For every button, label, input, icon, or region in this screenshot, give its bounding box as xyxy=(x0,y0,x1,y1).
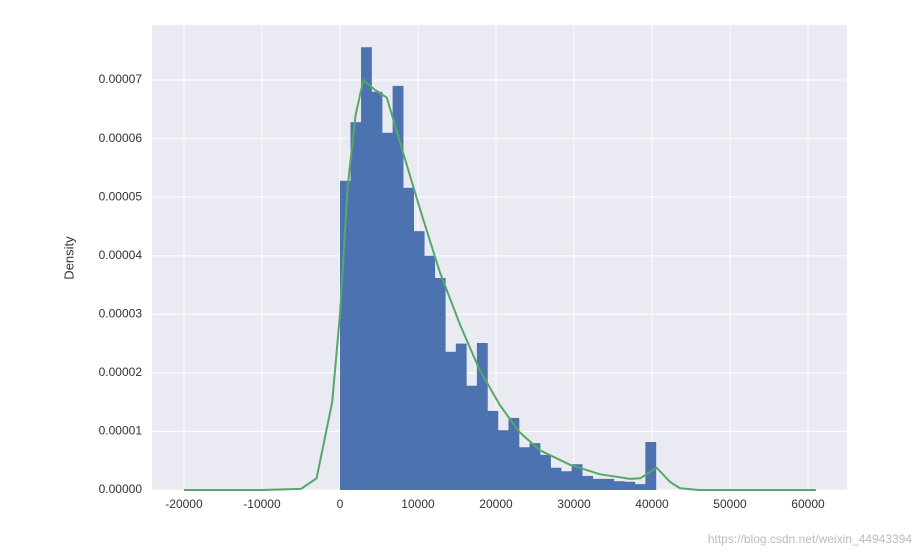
bar xyxy=(413,231,425,490)
watermark: https://blog.csdn.net/weixin_44943394 xyxy=(708,532,912,546)
y-tick-label: 0.00006 xyxy=(99,131,143,145)
bar xyxy=(424,255,436,490)
y-tick-label: 0.00001 xyxy=(99,424,143,438)
bar xyxy=(403,187,414,490)
bar xyxy=(571,464,583,490)
bar xyxy=(382,132,393,490)
bar xyxy=(455,343,467,490)
y-tick-label: 0.00007 xyxy=(99,72,143,86)
kde-line xyxy=(183,78,816,491)
x-tick-label: 30000 xyxy=(557,497,591,511)
plot-background xyxy=(152,25,847,490)
bar xyxy=(561,471,572,490)
bar xyxy=(624,481,636,490)
bar xyxy=(361,47,372,491)
x-tick-label: 0 xyxy=(337,497,344,511)
bar xyxy=(466,385,478,490)
marks xyxy=(183,47,816,491)
y-axis-label: Density xyxy=(61,236,76,280)
bar xyxy=(634,484,646,490)
x-tick-label: 40000 xyxy=(635,497,669,511)
bar xyxy=(487,410,499,490)
bar xyxy=(445,351,457,490)
x-tick-label: 20000 xyxy=(479,497,513,511)
bar xyxy=(550,467,562,490)
bar xyxy=(529,443,541,490)
y-tick-label: 0.00003 xyxy=(99,306,143,320)
y-tick-label: 0.00000 xyxy=(99,482,143,496)
y-tick-label: 0.00005 xyxy=(99,189,143,203)
bar xyxy=(540,454,551,490)
bar xyxy=(582,475,594,490)
bar xyxy=(350,122,362,491)
bar xyxy=(508,417,520,490)
bar xyxy=(339,180,351,490)
x-tick-label: 50000 xyxy=(713,497,747,511)
bar xyxy=(476,343,488,490)
bar xyxy=(645,441,657,490)
y-tick-label: 0.00002 xyxy=(99,365,143,379)
bar xyxy=(613,481,625,490)
bar xyxy=(392,85,404,490)
bar xyxy=(592,478,604,490)
bar xyxy=(434,277,446,490)
bar xyxy=(497,430,509,490)
x-tick-label: 60000 xyxy=(791,497,825,511)
x-tick-label: 10000 xyxy=(401,497,435,511)
x-tick-label: -10000 xyxy=(243,497,281,511)
x-tick-label: -20000 xyxy=(165,497,203,511)
bar xyxy=(603,478,615,490)
bar xyxy=(519,447,530,490)
bar xyxy=(371,91,383,491)
y-tick-label: 0.00004 xyxy=(99,248,143,262)
